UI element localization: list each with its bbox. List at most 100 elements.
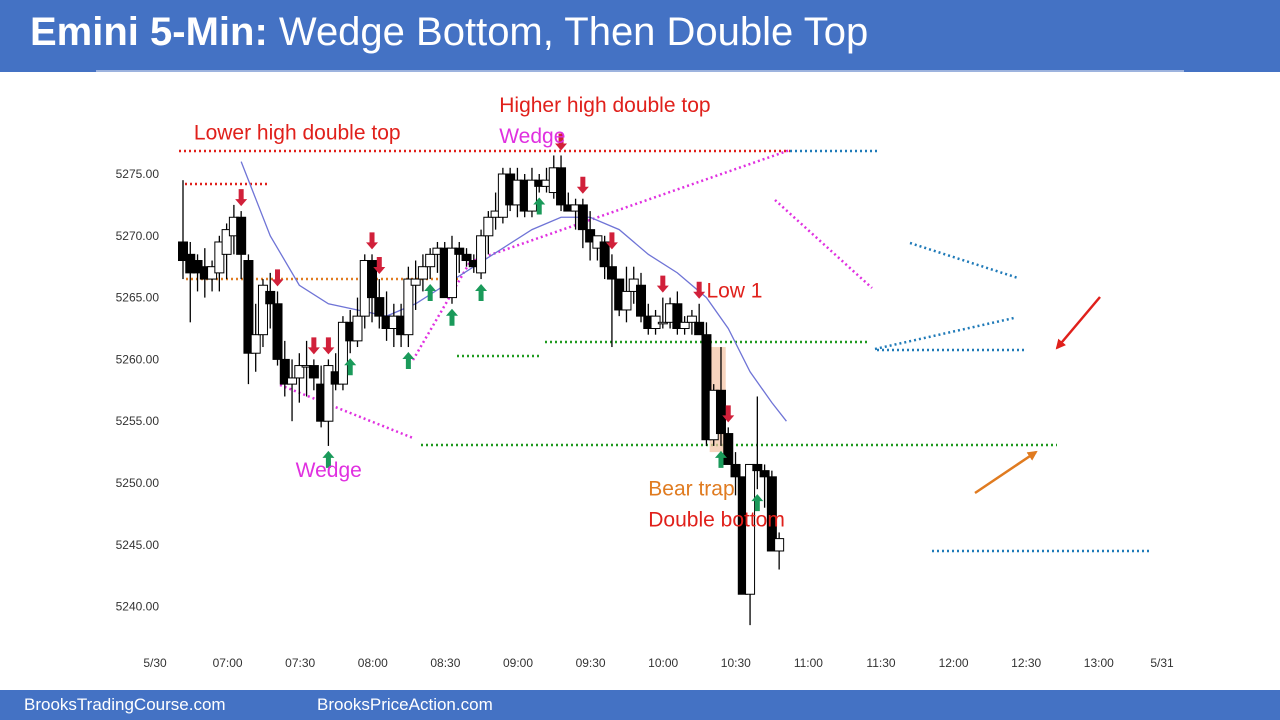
y-axis: 5240.00 5245.00 5250.00 5255.00 5260.00 5265.… bbox=[116, 167, 160, 614]
sell-signal-arrow bbox=[235, 189, 248, 207]
bear-candle bbox=[272, 303, 283, 360]
annotation-label: Bear trap bbox=[648, 477, 734, 500]
y-tick-label: 5240.00 bbox=[116, 600, 160, 614]
triangle-upper-edge bbox=[909, 241, 1019, 280]
bull-candle bbox=[686, 315, 697, 323]
x-tick-label: 12:00 bbox=[939, 656, 969, 670]
moving-average bbox=[240, 161, 787, 422]
candlestick-chart: 5240.00 5245.00 5250.00 5255.00 5260.00 5265.… bbox=[116, 94, 1174, 670]
bear-candle bbox=[243, 260, 254, 354]
annotation-label: Low 1 bbox=[706, 280, 762, 303]
bull-candle bbox=[526, 179, 537, 212]
bear-candle bbox=[730, 463, 741, 478]
bull-candle bbox=[417, 266, 428, 280]
bull-candle bbox=[214, 241, 225, 274]
footer-link-brookstradingcourse[interactable]: BrooksTradingCourse.com bbox=[24, 695, 226, 714]
bear-candle bbox=[766, 476, 777, 552]
bear-candle bbox=[759, 470, 770, 478]
x-tick-label: 07:30 bbox=[285, 656, 315, 670]
bull-candle bbox=[679, 321, 690, 330]
bull-candle bbox=[352, 315, 363, 342]
bear-candle bbox=[178, 241, 188, 262]
bear-candle bbox=[606, 266, 617, 280]
title-bar: Emini 5-Min: Wedge Bottom, Then Double T… bbox=[0, 0, 1280, 72]
bear-candle bbox=[374, 297, 385, 317]
low-1-pointer bbox=[1055, 296, 1101, 350]
bull-candle bbox=[323, 365, 334, 422]
bear-candle bbox=[723, 433, 734, 465]
sell-signal-arrow bbox=[555, 133, 568, 151]
y-tick-label: 5245.00 bbox=[116, 538, 160, 552]
footer-link-brookspriceaction[interactable]: BrooksPriceAction.com bbox=[317, 695, 493, 714]
annotation-label: Lower high double top bbox=[194, 121, 401, 144]
x-tick-label: 12:30 bbox=[1011, 656, 1041, 670]
annotation-label: Wedge bbox=[499, 125, 565, 148]
title-underline bbox=[96, 70, 1184, 72]
buy-signal-arrow bbox=[751, 494, 764, 512]
x-tick-label: 09:00 bbox=[503, 656, 533, 670]
y-tick-label: 5260.00 bbox=[116, 352, 160, 366]
bear-candle bbox=[694, 321, 705, 336]
title-rest: Wedge Bottom, Then Double Top bbox=[278, 10, 869, 54]
wedge-top-trendline bbox=[469, 148, 791, 264]
bear-candle bbox=[367, 260, 378, 299]
bear-candle bbox=[265, 290, 276, 305]
bull-candle bbox=[294, 365, 305, 379]
sell-signal-arrow bbox=[307, 337, 320, 355]
annotation-label: Double bottom bbox=[648, 508, 785, 531]
bear-candle bbox=[461, 253, 472, 262]
buy-signal-arrow bbox=[322, 450, 335, 468]
y-tick-label: 5270.00 bbox=[116, 229, 160, 243]
bull-candle bbox=[483, 216, 494, 237]
bull-candle bbox=[410, 278, 421, 286]
buy-signal-arrow bbox=[714, 450, 727, 468]
bear-candle bbox=[556, 167, 567, 206]
buy-signal-arrow bbox=[344, 358, 357, 376]
buy-signal-arrow bbox=[402, 352, 415, 370]
bear-candle bbox=[308, 365, 319, 379]
bull-candle bbox=[250, 334, 261, 354]
x-tick-label: 5/30 bbox=[143, 656, 167, 670]
x-tick-label: 07:00 bbox=[213, 656, 243, 670]
sell-signal-arrow bbox=[322, 337, 335, 355]
buy-signal-arrow bbox=[445, 308, 458, 326]
bear-candle bbox=[236, 216, 247, 255]
slide-title: Emini 5-Min: Wedge Bottom, Then Double T… bbox=[30, 10, 868, 55]
buy-signal-arrow bbox=[424, 284, 437, 302]
sell-signal-arrow bbox=[722, 405, 735, 423]
sell-signal-arrow bbox=[605, 232, 618, 250]
bull-candle bbox=[621, 290, 632, 311]
bear-candle bbox=[701, 334, 712, 441]
annotation-label: Higher high double top bbox=[499, 94, 710, 117]
bull-candle bbox=[476, 235, 487, 274]
price-bars bbox=[178, 155, 785, 626]
bear-candle bbox=[454, 247, 465, 255]
sell-signal-arrow bbox=[366, 232, 379, 250]
bull-candle bbox=[657, 321, 668, 325]
x-tick-label: 10:00 bbox=[648, 656, 678, 670]
footer-bar: BrooksTradingCourse.com BrooksPriceActio… bbox=[0, 690, 1280, 720]
bull-candle bbox=[446, 247, 457, 299]
buy-signal-arrow bbox=[475, 284, 488, 302]
wedge-bottom-trendline bbox=[279, 383, 414, 440]
bear-candle bbox=[636, 284, 647, 317]
buy-signal-arrow bbox=[533, 197, 546, 215]
sell-signal-arrow bbox=[373, 257, 386, 275]
bull-candle bbox=[287, 377, 298, 385]
bull-candle bbox=[774, 538, 785, 552]
x-tick-label: 08:30 bbox=[430, 656, 460, 670]
y-tick-label: 5275.00 bbox=[116, 167, 160, 181]
title-bold: Emini 5-Min: bbox=[30, 10, 268, 54]
x-tick-label: 11:30 bbox=[866, 656, 895, 670]
annotation-label: Wedge bbox=[296, 459, 362, 482]
bear-candle bbox=[752, 463, 763, 472]
sell-signal-arrow bbox=[693, 281, 706, 299]
bear-candle bbox=[672, 303, 683, 329]
x-axis: 5/30 07:00 07:30 08:00 08:30 09:00 09:30 10:00 1… bbox=[143, 656, 1174, 670]
bear-candle bbox=[279, 358, 290, 385]
bull-candle bbox=[257, 284, 268, 336]
x-tick-label: 09:30 bbox=[576, 656, 606, 670]
wedge-breakout-line bbox=[411, 261, 472, 361]
y-tick-label: 5255.00 bbox=[116, 414, 160, 428]
sell-signal-arrow bbox=[576, 176, 589, 194]
